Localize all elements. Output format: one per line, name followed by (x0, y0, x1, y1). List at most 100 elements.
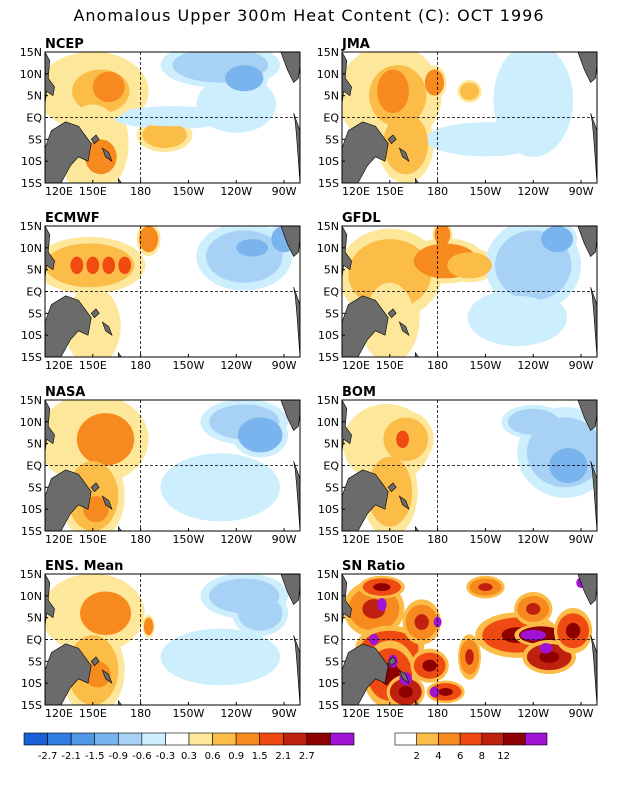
sn-contour (414, 614, 429, 630)
land (90, 482, 100, 493)
y-tick-label: 10S (21, 155, 42, 168)
y-tick-label: 10S (21, 677, 42, 690)
y-tick-label: 15N (317, 394, 339, 407)
anomaly-contour (118, 256, 132, 275)
land (577, 226, 597, 258)
x-tick-label: 90W (569, 359, 594, 372)
anomaly-contour (236, 239, 269, 257)
land (590, 461, 597, 531)
x-tick-label: 90W (272, 185, 297, 198)
colorbar-swatch (47, 732, 72, 746)
anomaly-contour (237, 417, 283, 453)
colorbar-swatch (70, 732, 96, 746)
y-tick-label: 10S (318, 677, 339, 690)
sn-contour (377, 598, 387, 612)
y-tick-label: 5N (27, 438, 42, 451)
panel-title: NASA (45, 385, 85, 400)
land (590, 287, 597, 357)
y-tick-label: 15S (318, 177, 339, 190)
x-tick-label: 120E (45, 533, 73, 546)
y-tick-label: 10N (317, 68, 339, 81)
x-tick-label: 120W (517, 185, 549, 198)
anomaly-contour (83, 496, 109, 523)
y-tick-label: 5S (28, 481, 42, 494)
y-tick-label: 15S (318, 699, 339, 712)
x-tick-label: 90W (272, 359, 297, 372)
x-tick-label: 150E (79, 707, 107, 720)
colorbar-label: 0.6 (205, 751, 221, 762)
y-tick-label: 15S (21, 525, 42, 538)
land (342, 295, 389, 357)
land (118, 699, 122, 705)
y-tick-label: 10N (317, 590, 339, 603)
land (398, 321, 410, 336)
y-tick-label: 10N (317, 416, 339, 429)
x-tick-label: 120W (220, 533, 252, 546)
y-tick-label: 5N (324, 90, 339, 103)
y-tick-label: 5N (324, 438, 339, 451)
x-tick-label: 120E (45, 359, 73, 372)
x-tick-label: 150W (470, 185, 502, 198)
land (90, 308, 100, 319)
land (45, 643, 92, 705)
colorbar-label: 0.3 (181, 751, 197, 762)
land (118, 351, 122, 357)
land (101, 147, 113, 162)
anomaly-contour (139, 226, 159, 253)
land (293, 287, 300, 357)
land (45, 295, 92, 357)
y-tick-label: 15N (20, 46, 42, 59)
x-tick-label: 150E (79, 359, 107, 372)
panel-title: SN Ratio (342, 559, 405, 574)
y-tick-label: EQ (26, 634, 42, 647)
y-tick-label: 15S (21, 351, 42, 364)
sn-contour (422, 659, 437, 672)
colorbar-swatch (524, 732, 548, 746)
x-tick-label: 180 (130, 707, 151, 720)
sn-contour (526, 603, 541, 615)
y-tick-label: EQ (323, 286, 339, 299)
x-tick-label: 120W (220, 185, 252, 198)
y-tick-label: 5S (325, 655, 339, 668)
colorbar-swatch (165, 732, 190, 746)
land (577, 400, 597, 432)
y-tick-label: 5S (325, 481, 339, 494)
colorbar-swatch (188, 732, 213, 746)
anomaly-contour (437, 126, 534, 153)
land (90, 134, 100, 145)
y-tick-label: EQ (323, 112, 339, 125)
colorbar-swatch (481, 732, 504, 746)
colorbar-label: 4 (435, 751, 441, 762)
land (293, 461, 300, 531)
anomaly-contour (84, 661, 111, 688)
colorbar-label: -0.9 (109, 751, 129, 762)
panel-title: ECMWF (45, 211, 100, 226)
y-tick-label: 15N (317, 46, 339, 59)
sn-contour (539, 642, 553, 654)
y-tick-label: 5S (325, 133, 339, 146)
x-tick-label: 120E (342, 707, 370, 720)
x-tick-label: 180 (427, 707, 448, 720)
y-tick-label: 10S (21, 503, 42, 516)
x-tick-label: 150W (470, 359, 502, 372)
sn-contour (465, 649, 474, 665)
sn-contour (433, 616, 442, 628)
land (342, 121, 389, 183)
x-tick-label: 120E (342, 185, 370, 198)
colorbar-label: 1.5 (252, 751, 268, 762)
land (387, 308, 397, 319)
land (398, 669, 410, 684)
x-tick-label: 150W (470, 533, 502, 546)
x-tick-label: 180 (427, 533, 448, 546)
y-tick-label: 15N (20, 568, 42, 581)
colorbar-swatch (259, 732, 284, 746)
x-tick-label: 90W (569, 707, 594, 720)
panel-title: BOM (342, 385, 376, 400)
anomaly-contour (92, 71, 125, 103)
y-tick-label: 15N (20, 220, 42, 233)
colorbar-label: -2.7 (38, 751, 58, 762)
y-tick-label: 10N (317, 242, 339, 255)
x-tick-label: 90W (272, 533, 297, 546)
anomaly-contour (225, 65, 264, 92)
